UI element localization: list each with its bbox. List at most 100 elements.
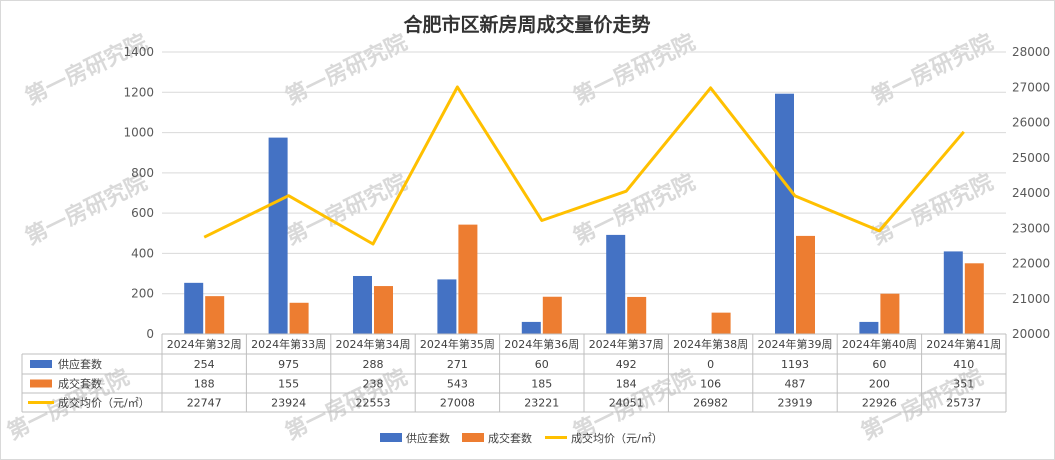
value-deals-0: 188 [194,378,215,391]
legend-swatch-deals [462,433,484,442]
watermark-3: 第一房研究院 [867,29,997,110]
legend: 供应套数 成交套数 成交均价（元/㎡） [380,431,663,445]
watermark-1: 第一房研究院 [281,29,411,110]
category-label-7: 2024年第39周 [758,337,833,351]
category-label-6: 2024年第38周 [673,337,748,351]
left-tick-800: 800 [131,166,154,180]
category-label-5: 2024年第37周 [589,337,664,351]
table-header-price: 成交均价（元/㎡） [58,396,150,410]
data-table: 2024年第32周 2024年第33周 2024年第34周 2024年第35周 2024… [21,333,1007,413]
value-deals-5: 184 [616,378,637,391]
category-label-9: 2024年第41周 [926,337,1001,351]
right-tick-23000: 23000 [1012,221,1050,235]
bar-supply-4 [521,321,541,334]
value-deals-4: 185 [531,378,552,391]
bar-deals-3 [458,224,478,334]
value-supply-6: 0 [707,358,714,371]
value-deals-8: 200 [869,378,890,391]
category-label-0: 2024年第32周 [167,337,242,351]
left-tick-200: 200 [131,287,154,301]
table-swatch-supply [30,360,52,368]
bar-supply-9 [943,251,963,334]
right-tick-22000: 22000 [1012,257,1050,271]
bar-supply-0 [184,282,204,334]
bars [184,93,984,335]
right-tick-21000: 21000 [1012,292,1050,306]
left-tick-0: 0 [146,327,154,341]
bar-deals-5 [627,296,647,334]
bar-supply-7 [775,93,794,335]
value-supply-4: 60 [535,358,549,371]
chart-title: 合肥市区新房周成交量价走势 [403,13,650,36]
table-header-deals: 成交套数 [58,377,102,391]
right-tick-24000: 24000 [1012,186,1050,200]
table-header-supply: 供应套数 [58,357,102,371]
value-price-6: 26982 [693,397,728,410]
legend-label-price: 成交均价（元/㎡） [571,431,663,445]
value-supply-9: 410 [953,358,974,371]
bar-deals-7 [796,235,815,334]
price-line [203,85,965,246]
category-label-3: 2024年第35周 [420,337,495,351]
value-supply-5: 492 [616,358,637,371]
right-tick-20000: 20000 [1012,327,1050,341]
value-supply-8: 60 [872,358,886,371]
legend-label-deals: 成交套数 [488,431,532,445]
bar-deals-4 [542,296,562,334]
value-price-2: 22553 [356,397,391,410]
value-supply-3: 271 [447,358,468,371]
left-tick-1200: 1200 [123,85,154,99]
bar-supply-1 [268,137,288,334]
value-supply-2: 288 [363,358,384,371]
value-price-1: 23924 [271,397,306,410]
category-label-1: 2024年第33周 [251,337,326,351]
left-tick-600: 600 [131,206,154,220]
value-deals-9: 351 [953,378,974,391]
right-tick-26000: 26000 [1012,116,1050,130]
value-price-0: 22747 [187,397,222,410]
value-price-5: 24051 [609,397,644,410]
right-tick-28000: 28000 [1012,45,1050,59]
bar-deals-9 [964,263,984,334]
watermark-7: 第一房研究院 [867,169,997,250]
left-tick-1400: 1400 [123,45,154,59]
bar-supply-2 [353,275,372,334]
right-tick-25000: 25000 [1012,151,1050,165]
right-tick-27000: 27000 [1012,80,1050,94]
value-supply-7: 1193 [781,358,809,371]
bar-deals-1 [289,302,309,334]
value-price-8: 22926 [862,397,897,410]
left-tick-400: 400 [131,246,154,260]
category-label-8: 2024年第40周 [842,337,917,351]
bar-deals-0 [205,296,225,334]
value-deals-7: 487 [785,378,806,391]
value-price-3: 27008 [440,397,475,410]
legend-swatch-supply [380,433,402,442]
table-swatch-deals [30,379,52,388]
category-label-4: 2024年第36周 [504,337,579,351]
value-deals-1: 155 [278,378,299,391]
value-price-9: 25737 [946,397,981,410]
value-deals-2: 238 [363,378,384,391]
bar-deals-2 [374,286,393,334]
bar-deals-6 [711,312,731,334]
value-deals-3: 543 [447,378,468,391]
bar-supply-5 [606,234,626,334]
left-tick-1000: 1000 [123,126,154,140]
price-polyline [203,85,965,246]
left-axis: 0 200 400 600 800 1000 1200 1400 [123,45,154,341]
legend-label-supply: 供应套数 [406,431,450,445]
value-price-4: 23221 [524,397,559,410]
category-label-2: 2024年第34周 [336,337,411,351]
bar-supply-3 [437,279,457,334]
watermark-2: 第一房研究院 [569,29,699,110]
value-price-7: 23919 [778,397,813,410]
value-supply-1: 975 [278,358,299,371]
right-axis: 20000 21000 22000 23000 24000 25000 26000 27000… [1012,45,1050,341]
value-supply-0: 254 [194,358,215,371]
grid [162,51,1006,295]
bar-deals-8 [880,293,900,334]
value-deals-6: 106 [700,378,721,391]
bar-supply-8 [859,321,879,334]
